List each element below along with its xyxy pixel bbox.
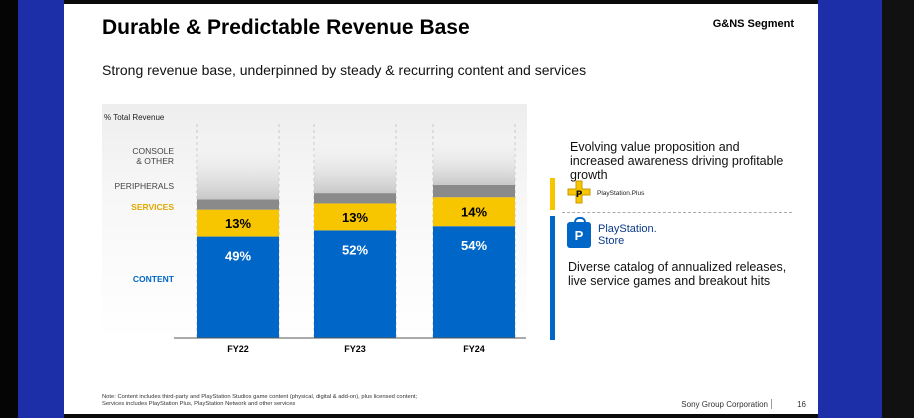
bar-segment-content (433, 226, 515, 338)
legend-label-console-other: CONSOLE (132, 146, 174, 156)
psstore-label-line1: PlayStation. (598, 223, 657, 235)
page-number: 16 (797, 400, 806, 409)
bar-segment-services (433, 197, 515, 227)
left-background-band (0, 0, 64, 418)
bar-segment-services (314, 203, 396, 231)
legend-label-services: SERVICES (131, 202, 174, 212)
playstation-plus-icon: P (566, 180, 592, 206)
data-label-services: 13% (225, 216, 251, 231)
bar-segment-peripherals (433, 184, 515, 198)
y-axis-label: % Total Revenue (104, 113, 165, 122)
playstation-store-bag-icon: P (567, 217, 591, 248)
bar-segment-peripherals (197, 199, 279, 210)
data-label-services: 13% (342, 210, 368, 225)
data-label-services: 14% (461, 205, 487, 220)
footnote-line-1: Note: Content includes third-party and P… (102, 394, 418, 400)
data-label-content: 49% (225, 249, 251, 264)
psstore-label-line2: Store (598, 235, 625, 247)
bar-segment-peripherals (314, 193, 396, 204)
divider-dashed (562, 212, 792, 213)
playstation-store-label: PlayStation. Store (598, 223, 657, 247)
playstation-plus-logo: P PlayStation.Plus (566, 180, 644, 206)
footnote: Note: Content includes third-party and P… (102, 394, 522, 408)
slide-title: Durable & Predictable Revenue Base (102, 16, 470, 39)
legend-label-peripherals: PERIPHERALS (114, 181, 174, 191)
x-tick-label: FY22 (227, 344, 249, 354)
footnote-line-2: Services includes PlayStation Plus, Play… (102, 401, 296, 407)
playstation-plus-label: PlayStation.Plus (597, 189, 645, 197)
bar-segment-content (197, 236, 279, 338)
footer-company: Sony Group Corporation (681, 400, 768, 409)
right-background-band (818, 0, 914, 418)
playstation-store-logo: P PlayStation. Store (567, 217, 657, 248)
services-accent-bar (550, 178, 555, 210)
bar-segment-content (314, 230, 396, 338)
content-catalog-text: Diverse catalog of annualized releases, … (568, 260, 787, 288)
x-tick-label: FY23 (344, 344, 366, 354)
bar-segment-services (197, 209, 279, 237)
data-label-content: 52% (342, 242, 368, 257)
slide-subtitle: Strong revenue base, underpinned by stea… (102, 62, 587, 78)
legend-label-console-other: & OTHER (136, 156, 174, 166)
value-proposition-text: Evolving value proposition and increased… (570, 140, 784, 182)
x-tick-label: FY24 (463, 344, 485, 354)
bar-segment-console-other (433, 131, 515, 185)
bar-segment-console-other (314, 131, 396, 194)
segment-label: G&NS Segment (712, 18, 794, 30)
bar-segment-console-other (197, 131, 279, 200)
footer-separator (771, 399, 772, 409)
content-accent-bar (550, 216, 555, 340)
svg-text:P: P (576, 190, 583, 200)
slide: Durable & Predictable Revenue Base G&NS … (64, 4, 818, 414)
legend-label-content: CONTENT (133, 274, 175, 284)
data-label-content: 54% (461, 238, 487, 253)
stacked-bar-chart: 49% 52% 54% 13% 13% 14% FY22 FY23 FY24 % Total Re… (104, 113, 526, 354)
